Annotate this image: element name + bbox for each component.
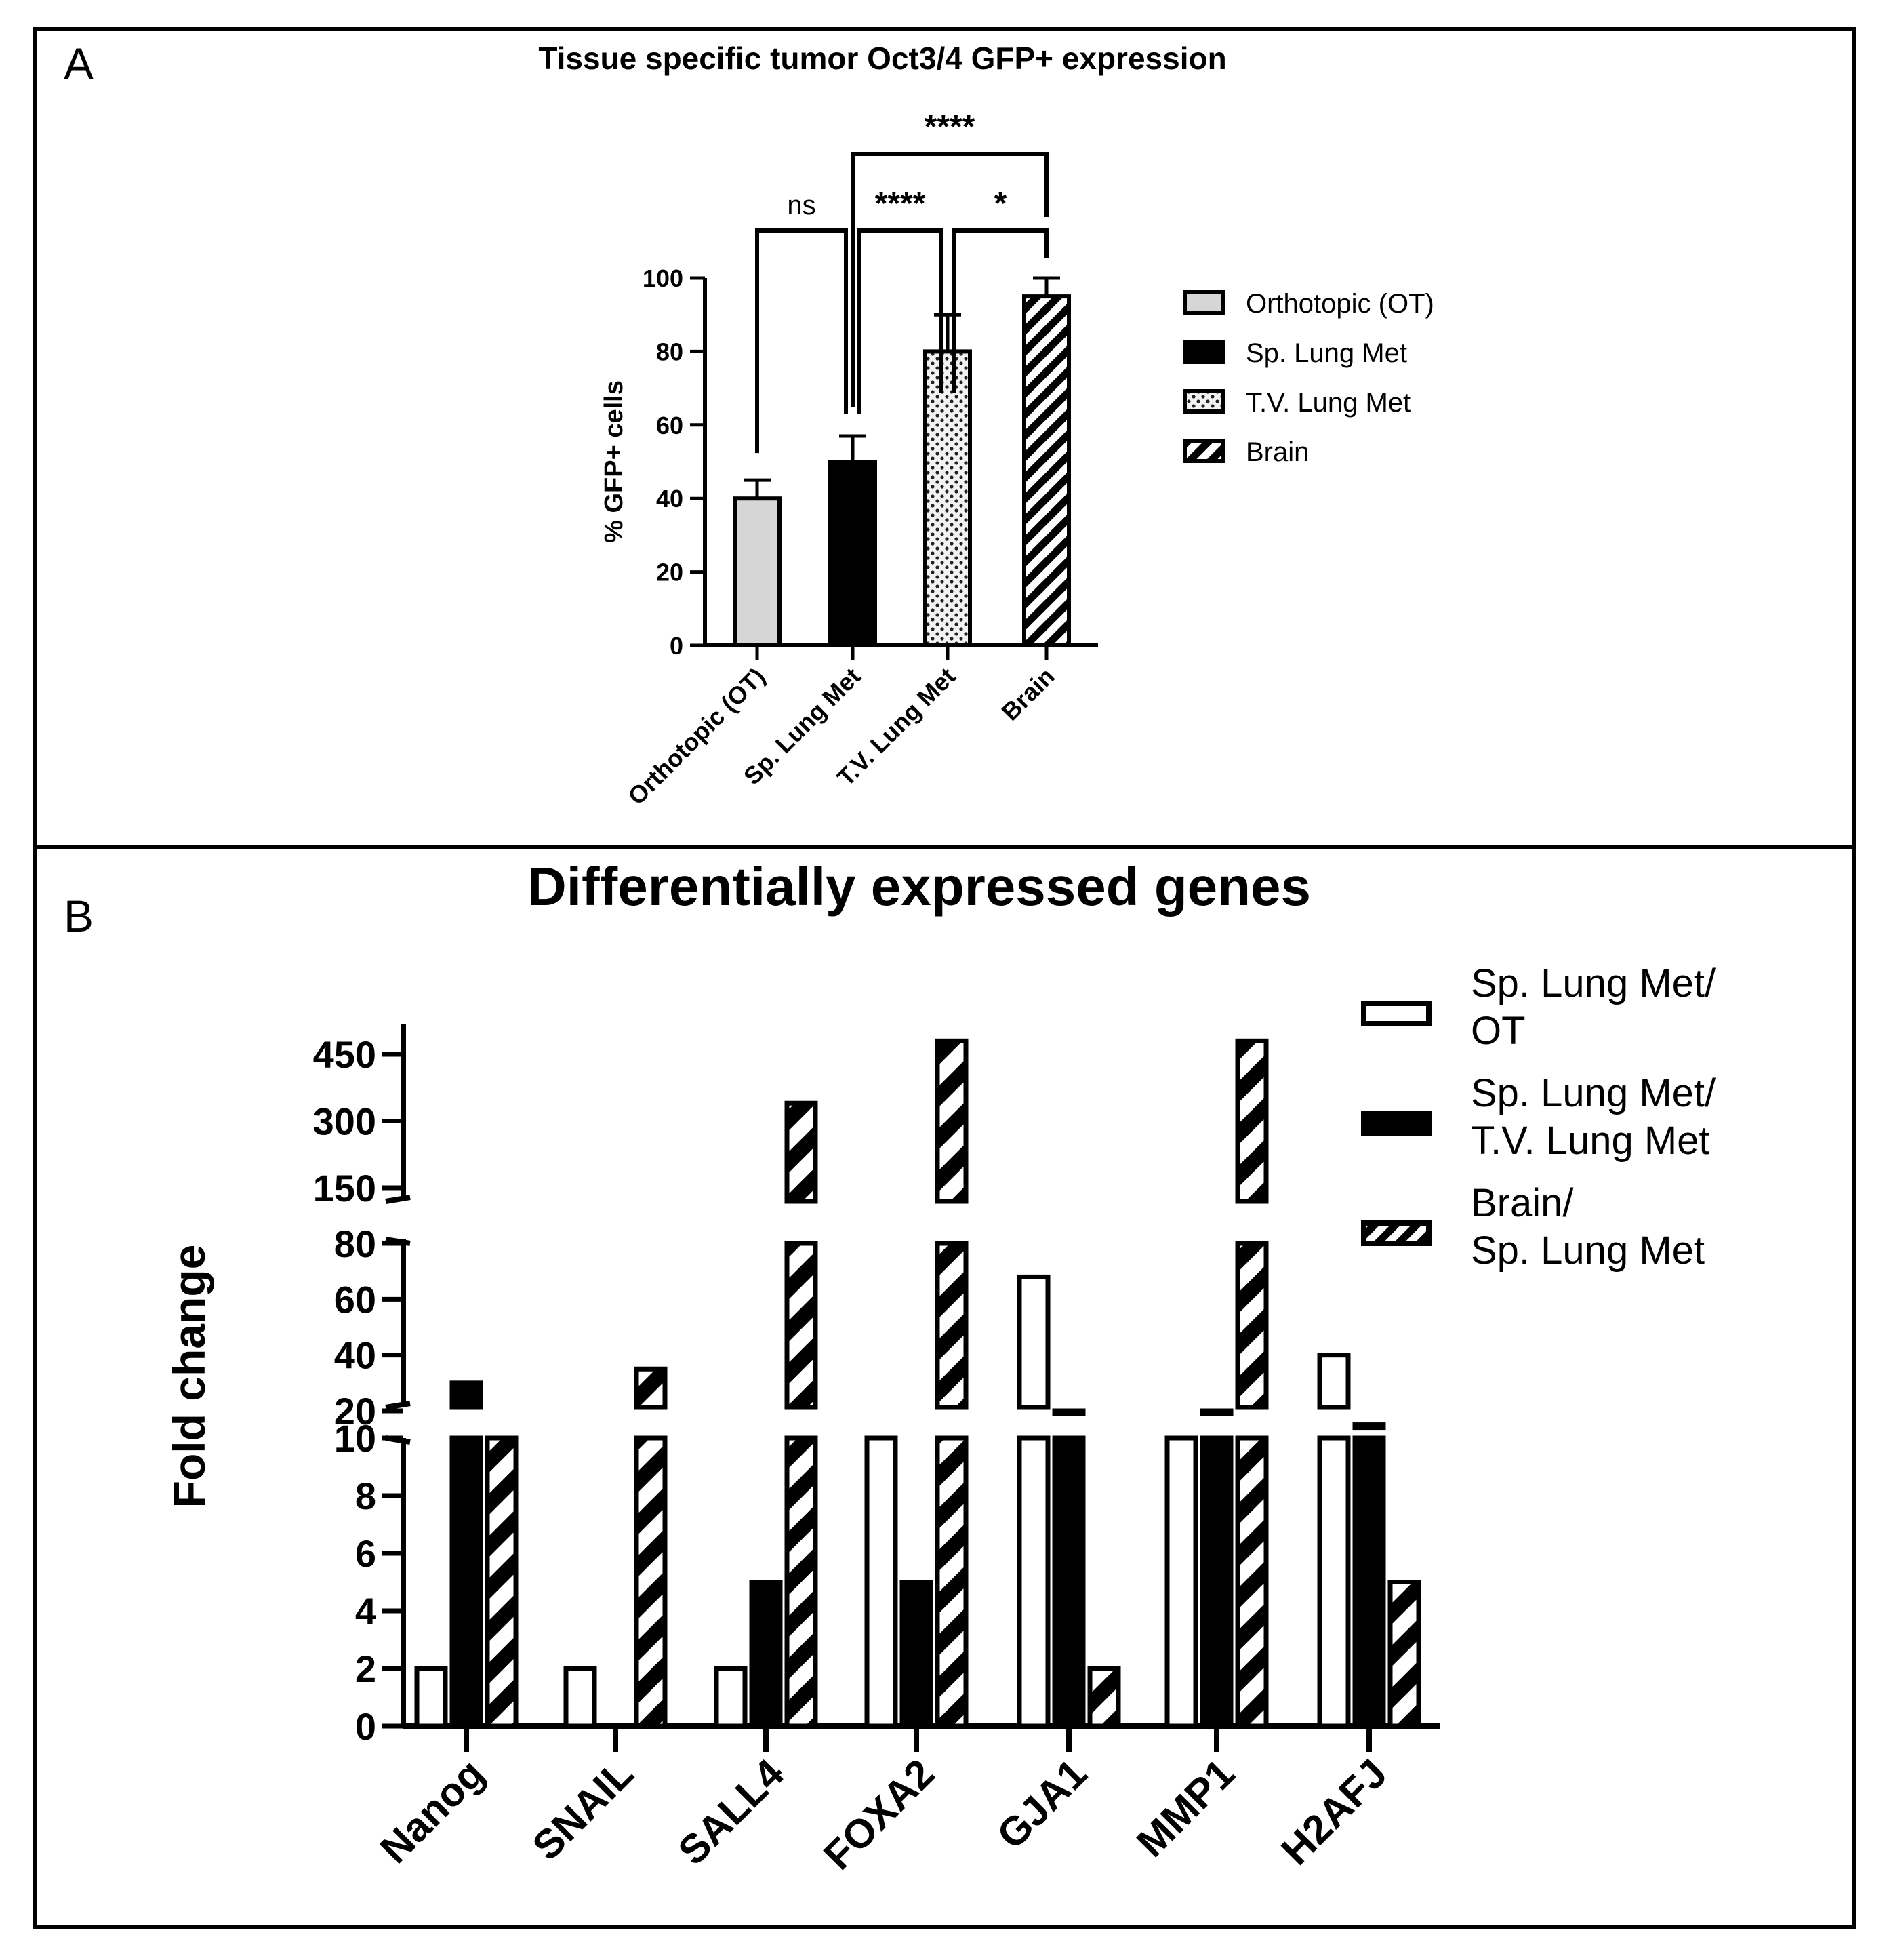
chart-b-legend-swatch — [1361, 1001, 1432, 1026]
chart-b-legend-swatch — [1361, 1111, 1432, 1136]
chart-a-bar — [828, 460, 877, 647]
chart-a-y-tick-label: 80 — [656, 338, 683, 365]
chart-a-legend-swatch — [1183, 290, 1225, 315]
chart-b-legend-label: T.V. Lung Met — [1471, 1119, 1710, 1163]
chart-b-y-tick-label: 0 — [355, 1705, 376, 1748]
chart-a-title: Tissue specific tumor Oct3/4 GFP+ expres… — [538, 41, 1226, 76]
chart-b-bar — [1164, 1435, 1198, 1729]
chart-b-x-tick-label: FOXA2 — [815, 1751, 943, 1879]
chart-b-bar — [1200, 1408, 1234, 1416]
chart-b-bar — [935, 1241, 969, 1410]
panel-a-letter: A — [64, 39, 94, 89]
chart-b-y-tick-label: 4 — [355, 1590, 376, 1633]
chart-b-axis-break — [385, 1401, 411, 1410]
chart-b-bar — [1052, 1408, 1086, 1416]
chart-b-bar — [1387, 1580, 1421, 1729]
chart-b-x-tick-label: GJA1 — [988, 1751, 1095, 1858]
chart-a-legend-swatch — [1183, 439, 1225, 463]
chart-b-bar — [449, 1435, 483, 1729]
chart-a-y-tick-label: 20 — [656, 559, 683, 586]
chart-b-bar — [634, 1435, 668, 1729]
chart-b-x-tick-label: H2AFJ — [1272, 1751, 1396, 1874]
chart-b-bar — [1352, 1422, 1386, 1431]
chart-a-significance-bracket — [952, 228, 1049, 393]
chart-b-y-tick-label: 300 — [313, 1100, 376, 1143]
chart-b-bar — [563, 1666, 597, 1729]
chart-b-bar — [749, 1580, 783, 1729]
chart-a-legend-swatch — [1183, 340, 1225, 364]
chart-b-bar — [935, 1435, 969, 1729]
chart-b-bar — [1317, 1435, 1351, 1729]
panel-b-letter: B — [64, 891, 94, 941]
chart-b-x-tick-label: SALL4 — [669, 1750, 792, 1873]
chart-a-y-tick-label: 100 — [643, 264, 683, 292]
chart-b-x-tick-label: Nanog — [371, 1751, 493, 1872]
chart-a-significance-label: * — [994, 186, 1007, 222]
chart-a-x-tick-label: Orthotopic (OT) — [622, 662, 770, 810]
chart-b-bar — [784, 1435, 818, 1729]
chart-b-bar — [634, 1366, 668, 1410]
chart-b-bar — [1317, 1353, 1351, 1410]
chart-a-y-tick-label: 60 — [656, 412, 683, 439]
chart-b-bar — [1235, 1038, 1269, 1204]
chart-b-legend-label: Sp. Lung Met/ — [1471, 1071, 1716, 1115]
chart-a-significance-label: **** — [875, 186, 926, 222]
chart-a-significance-bracket — [857, 228, 943, 414]
chart-a-legend-label: Sp. Lung Met — [1246, 338, 1407, 368]
chart-a-significance-bracket — [851, 152, 1049, 407]
chart-b-bar — [1235, 1241, 1269, 1410]
chart-a-legend-label: T.V. Lung Met — [1246, 388, 1411, 418]
chart-b-y-tick-label: 40 — [334, 1334, 376, 1377]
chart-b-legend-label: Brain/ — [1471, 1181, 1574, 1225]
chart-b-bar — [935, 1038, 969, 1204]
chart-a-x-tick-label: Brain — [996, 662, 1060, 726]
chart-a-y-tick-label: 40 — [656, 485, 683, 513]
chart-b-x-tick-label: SNAIL — [524, 1751, 643, 1869]
chart-a-y-tick-label: 0 — [670, 632, 683, 660]
chart-b-bar — [449, 1380, 483, 1410]
chart-b-y-tick-label: 6 — [355, 1532, 376, 1575]
chart-b-bar — [485, 1435, 519, 1729]
chart-b-y-tick-label: 150 — [313, 1167, 376, 1209]
chart-b-y-tick-label: 80 — [334, 1222, 376, 1265]
chart-b-y-label: Fold change — [164, 1245, 214, 1508]
chart-b-y-tick-label: 450 — [313, 1033, 376, 1076]
chart-b-legend-label: Sp. Lung Met — [1471, 1228, 1705, 1273]
chart-b-y-tick-label: 60 — [334, 1278, 376, 1321]
chart-b-y-tick-label: 8 — [355, 1475, 376, 1517]
chart-b-y-tick-label: 20 — [334, 1390, 376, 1433]
chart-b-bar — [1352, 1435, 1386, 1729]
chart-b-title: Differentially expressed genes — [527, 856, 1311, 917]
chart-a-legend-swatch — [1183, 389, 1225, 414]
chart-b-x-tick-label: MMP1 — [1128, 1751, 1243, 1866]
chart-b-legend-label: OT — [1471, 1009, 1526, 1053]
chart-a-y-label: % GFP+ cells — [600, 380, 628, 543]
chart-b-bar — [784, 1241, 818, 1410]
chart-b-bar — [784, 1100, 818, 1204]
chart-b-y-tick-label: 2 — [355, 1647, 376, 1690]
chart-a-significance-label: **** — [925, 109, 975, 145]
chart-b-bar — [1087, 1666, 1121, 1729]
chart-b-bar — [414, 1666, 448, 1729]
chart-b-bar — [1235, 1435, 1269, 1729]
chart-b-legend-swatch — [1361, 1220, 1432, 1246]
chart-a-significance-label: ns — [787, 191, 815, 220]
chart-a-bar — [1022, 294, 1071, 648]
chart-b-bar — [864, 1435, 898, 1729]
chart-b-bar — [1017, 1435, 1051, 1729]
chart-a-significance-bracket — [755, 228, 848, 454]
chart-a-legend-label: Orthotopic (OT) — [1246, 289, 1434, 319]
chart-b-axis-break — [385, 1195, 411, 1204]
chart-b-bar — [1017, 1274, 1051, 1410]
chart-b-legend-label: Sp. Lung Met/ — [1471, 961, 1716, 1005]
chart-b-y-tick-label: 10 — [334, 1417, 376, 1460]
chart-b-bar — [1200, 1435, 1234, 1729]
chart-a-bar — [923, 349, 972, 648]
chart-b-bar — [899, 1580, 933, 1729]
chart-b-bar — [714, 1666, 748, 1729]
chart-a-legend-label: Brain — [1246, 437, 1309, 467]
chart-a-bar — [733, 496, 782, 648]
chart-b-bar — [1052, 1435, 1086, 1729]
